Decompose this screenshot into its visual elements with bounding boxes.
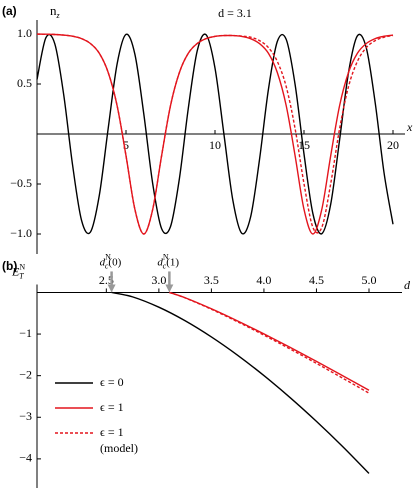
y-label-base: n <box>50 3 57 18</box>
annotation-base: d <box>157 256 163 268</box>
series-line <box>36 33 394 235</box>
series-line <box>111 291 370 474</box>
y-label: nz <box>50 3 61 20</box>
x-tick-label: 20 <box>387 138 399 152</box>
series-line <box>169 291 370 394</box>
x-tick-label: 10 <box>209 138 221 152</box>
y-tick-label: −1 <box>19 326 32 340</box>
annotation-tail: (1) <box>166 256 179 268</box>
arrow-head <box>165 284 174 293</box>
y-tick-label: −4 <box>19 451 32 465</box>
x-tick-label: 2.5 <box>99 273 114 287</box>
x-tick-label: 3.0 <box>151 273 166 287</box>
x-tick-label: 5 <box>123 138 129 152</box>
y-tick-label: 1.0 <box>17 26 32 40</box>
legend-label: ϵ = 1 <box>100 400 124 414</box>
annotation-sub: c <box>105 261 109 270</box>
x-tick-label: 3.5 <box>204 273 219 287</box>
y-label-sub: z <box>56 11 61 20</box>
x-label: x <box>406 120 413 134</box>
x-tick-label: 5.0 <box>361 273 376 287</box>
y-label-base: E <box>11 264 20 278</box>
series-line <box>36 33 394 235</box>
y-tick-label: −2 <box>19 367 32 381</box>
x-tick-label: 4.5 <box>309 273 324 287</box>
annotation: dN c(0) <box>100 252 122 270</box>
x-tick-label: 15 <box>298 138 310 152</box>
arrow-head <box>107 284 116 293</box>
legend-label: ϵ = 1 <box>100 425 124 439</box>
y-tick-label: −0.5 <box>10 176 32 190</box>
panel-label: (a) <box>2 4 17 18</box>
y-tick-label: −3 <box>19 409 32 423</box>
annotation-sub: c <box>163 261 167 270</box>
x-label: d <box>404 278 411 292</box>
annotation: dN c(1) <box>157 252 179 270</box>
y-label-sub: T <box>19 271 24 280</box>
y-tick-label: 0.5 <box>17 76 32 90</box>
y-tick-label: −1.0 <box>10 226 32 240</box>
x-tick-label: 4.0 <box>256 273 271 287</box>
y-label: EN T <box>11 262 25 280</box>
annotation-base: d <box>100 256 106 268</box>
series-line <box>169 291 370 391</box>
annotation-tail: (0) <box>108 256 121 268</box>
y-label-sup: N <box>19 262 25 271</box>
legend-label: ϵ = 0 <box>100 375 124 389</box>
legend-note: (model) <box>100 441 138 455</box>
annotation-sup: N <box>163 252 169 261</box>
panel-label: (b) <box>2 259 17 273</box>
annotation-sup: N <box>105 252 111 261</box>
chart-title: d = 3.1 <box>218 6 252 20</box>
